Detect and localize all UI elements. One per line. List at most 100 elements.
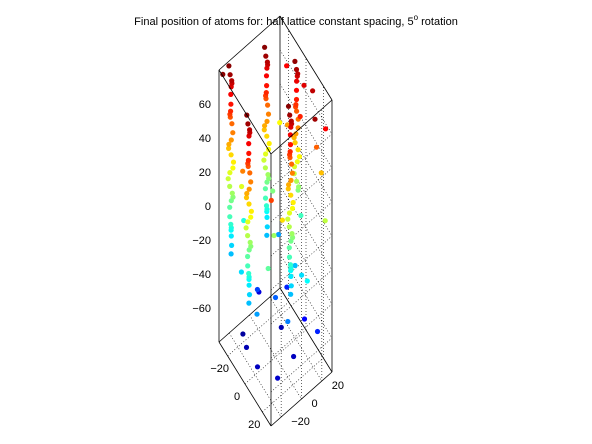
- data-point: [264, 83, 270, 89]
- data-point: [264, 224, 270, 230]
- data-point: [289, 231, 295, 237]
- box-edge: [218, 69, 272, 155]
- data-point: [247, 127, 253, 133]
- data-point: [279, 217, 285, 223]
- data-point: [294, 108, 300, 114]
- data-point: [263, 73, 270, 79]
- data-point: [293, 102, 299, 108]
- data-point: [288, 273, 294, 279]
- data-point: [240, 331, 246, 337]
- data-point: [270, 188, 276, 194]
- data-point: [297, 113, 303, 120]
- box-edge: [218, 287, 281, 343]
- data-point: [264, 133, 270, 139]
- data-point: [284, 284, 290, 290]
- data-point: [294, 78, 300, 84]
- data-point: [246, 270, 252, 277]
- data-point: [243, 195, 250, 201]
- data-point: [301, 82, 307, 88]
- data-point: [285, 186, 291, 192]
- data-point: [284, 63, 290, 69]
- data-point: [293, 131, 299, 137]
- data-point: [293, 87, 300, 93]
- data-point: [263, 151, 269, 157]
- data-point: [323, 126, 329, 132]
- data-point: [288, 283, 294, 289]
- grid-line-wall-b-z-1: [270, 303, 333, 359]
- data-point: [229, 78, 235, 84]
- data-point: [228, 251, 234, 257]
- data-point: [248, 179, 254, 185]
- y-tick-label: 0: [312, 398, 318, 410]
- data-point: [246, 201, 252, 207]
- data-point: [263, 53, 269, 59]
- data-point: [262, 195, 269, 201]
- y-tick-label: 20: [332, 380, 344, 392]
- data-point: [286, 182, 292, 188]
- data-point: [254, 311, 260, 317]
- data-point: [285, 318, 291, 325]
- data-point: [246, 141, 252, 147]
- data-point: [294, 159, 300, 165]
- data-point: [229, 190, 235, 196]
- box-edge: [270, 99, 333, 155]
- data-point: [220, 71, 226, 77]
- data-point: [226, 63, 232, 69]
- data-point: [264, 232, 270, 238]
- data-point: [318, 170, 324, 176]
- data-point: [272, 294, 279, 301]
- y-tick-label: −20: [291, 416, 310, 428]
- data-point: [286, 210, 293, 216]
- data-point: [246, 292, 253, 298]
- data-point: [245, 263, 251, 269]
- data-point: [228, 152, 234, 158]
- box-edge: [218, 15, 281, 71]
- x-tick-label: 0: [234, 391, 240, 403]
- data-point: [245, 253, 251, 260]
- data-point: [288, 291, 294, 297]
- data-point: [286, 224, 292, 230]
- data-point: [228, 101, 234, 107]
- data-point: [271, 232, 277, 239]
- box-edge: [279, 15, 333, 101]
- data-point: [286, 245, 292, 251]
- z-tick-label: −60: [192, 303, 211, 315]
- data-point: [227, 204, 233, 210]
- data-point: [313, 144, 320, 150]
- data-point: [246, 150, 252, 156]
- z-tick-label: −40: [192, 269, 211, 281]
- data-point: [312, 116, 318, 122]
- data-point: [289, 205, 296, 211]
- data-point: [295, 71, 301, 77]
- data-point: [261, 127, 267, 133]
- data-point: [239, 183, 245, 190]
- data-point: [227, 214, 233, 220]
- data-point: [304, 278, 310, 284]
- grid-line-wall-a-z-1: [279, 219, 333, 305]
- data-point: [240, 168, 246, 174]
- data-point: [247, 239, 253, 245]
- data-point: [229, 121, 235, 127]
- data-point: [292, 58, 298, 64]
- data-point: [262, 165, 268, 171]
- data-point: [268, 197, 274, 203]
- data-point: [238, 269, 244, 275]
- data-point: [230, 130, 236, 136]
- data-point: [288, 118, 294, 124]
- data-point: [262, 186, 268, 192]
- x-tick-label: 20: [248, 419, 260, 431]
- data-point: [262, 123, 268, 129]
- data-point: [296, 184, 302, 190]
- data-point: [296, 154, 302, 160]
- data-point: [246, 300, 252, 306]
- data-point: [292, 140, 298, 146]
- data-point: [245, 219, 251, 225]
- data-point: [227, 170, 233, 176]
- data-point: [248, 243, 254, 249]
- data-points: [220, 44, 329, 381]
- data-point: [254, 286, 260, 293]
- data-point: [263, 203, 270, 209]
- data-point: [228, 221, 234, 227]
- data-point: [244, 190, 250, 197]
